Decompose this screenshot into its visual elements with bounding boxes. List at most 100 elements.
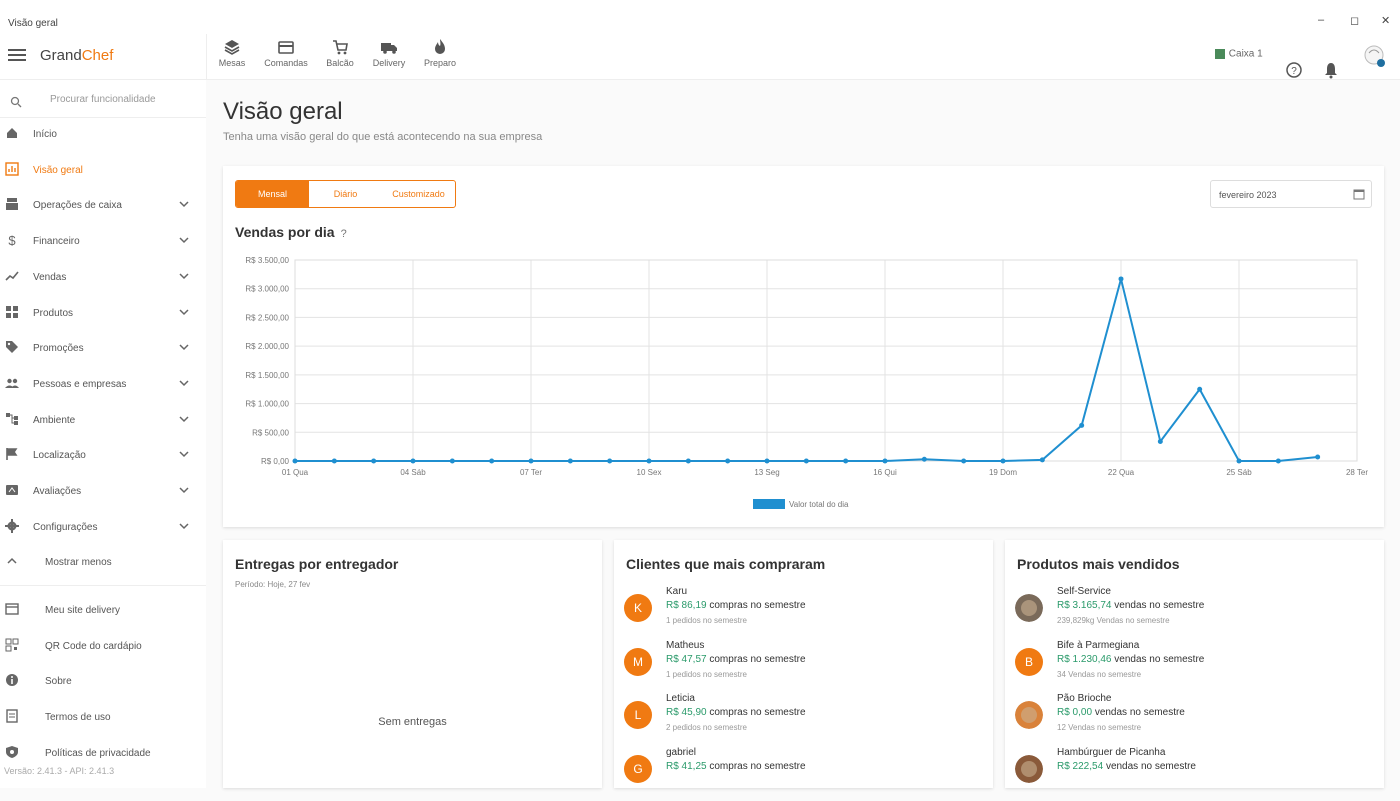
product-photo (1015, 594, 1043, 622)
calendar-icon[interactable] (1353, 188, 1365, 200)
deliveries-title: Entregas por entregador (235, 556, 399, 572)
item-value: R$ 0,00 vendas no semestre (1057, 707, 1185, 718)
list-item[interactable]: M Matheus R$ 47,57 compras no semestre 1… (624, 640, 984, 694)
item-value: R$ 41,25 compras no semestre (666, 761, 806, 772)
cart-icon (333, 40, 348, 55)
data-point (685, 458, 691, 464)
list-item[interactable]: B Bife à Parmegiana R$ 1.230,46 vendas n… (1015, 640, 1375, 694)
tab-customizado[interactable]: Customizado (392, 189, 445, 199)
tab-diario[interactable]: Diário (333, 189, 358, 199)
sidebar-item-11[interactable]: Configurações (0, 511, 206, 543)
sidebar-item-8[interactable]: Ambiente (0, 404, 206, 436)
chevron-up-icon (7, 557, 17, 564)
search-input[interactable] (50, 94, 190, 105)
data-point (764, 458, 770, 464)
nav-label: Comandas (264, 58, 308, 68)
avatar[interactable] (1362, 44, 1386, 68)
sidebar-item-label: Início (33, 129, 57, 140)
logo-grand: Grand (40, 47, 82, 64)
cashier-label: Caixa 1 (1228, 48, 1263, 60)
item-value: R$ 47,57 compras no semestre (666, 654, 806, 665)
sidebar-item-5[interactable]: Produtos (0, 297, 206, 329)
products-title: Produtos mais vendidos (1017, 556, 1180, 572)
chevron-down-icon (179, 416, 189, 422)
help-circle-icon[interactable]: ? (340, 228, 347, 240)
sidebar-item-9[interactable]: Localização (0, 439, 206, 471)
flag-icon (6, 448, 18, 461)
x-tick-label: 04 Sáb (400, 468, 426, 477)
menu-icon[interactable] (8, 46, 26, 64)
item-name: Self-Service (1057, 586, 1111, 597)
sidebar-item-7[interactable]: Pessoas e empresas (0, 368, 206, 400)
minimize-button[interactable]: – (1318, 14, 1325, 26)
fire-icon (435, 39, 445, 54)
chevron-down-icon (179, 523, 189, 529)
avatar: L (624, 701, 652, 730)
sidebar-extra-2[interactable]: Sobre (0, 665, 206, 697)
data-point (843, 458, 849, 464)
list-item[interactable]: L Leticia R$ 45,90 compras no semestre 2… (624, 693, 984, 747)
legend-swatch (753, 499, 785, 509)
data-point (1197, 386, 1203, 392)
list-item[interactable]: K Karu R$ 86,19 compras no semestre 1 pe… (624, 586, 984, 640)
sidebar-item-4[interactable]: Vendas (0, 261, 206, 293)
sidebar-extra-4[interactable]: Políticas de privacidade (0, 737, 206, 769)
sidebar-item-3[interactable]: $ Financeiro (0, 225, 206, 257)
bell-icon[interactable] (1322, 47, 1340, 93)
item-amount: R$ 0,00 (1057, 707, 1093, 719)
nav-balcao[interactable]: Balcão (316, 38, 364, 68)
deliveries-period: Período: Hoje, 27 fev (235, 580, 311, 589)
maximize-button[interactable]: ◻ (1350, 15, 1360, 27)
sidebar-item-label: Ambiente (33, 414, 76, 426)
month-value: fevereiro 2023 (1219, 190, 1277, 200)
x-tick-label: 01 Qua (282, 468, 309, 477)
item-suffix: compras no semestre (709, 707, 806, 719)
item-suffix: vendas no semestre (1105, 761, 1196, 773)
list-item[interactable]: Pão Brioche R$ 0,00 vendas no semestre 1… (1015, 693, 1375, 747)
sidebar-item-0[interactable]: Início (0, 118, 206, 150)
item-sub: 34 Vendas no semestre (1057, 669, 1142, 679)
sidebar-item-10[interactable]: Avaliações (0, 475, 206, 507)
page-title: Visão geral (223, 98, 343, 125)
top-app-bar: GrandChef Mesas Comandas Balcão Delivery… (0, 34, 1400, 80)
sidebar-item-1[interactable]: Visão geral (0, 154, 206, 186)
item-amount: R$ 1.230,46 (1057, 653, 1112, 665)
series-line (295, 278, 1318, 462)
window-titlebar: Visão geral – ◻ ✕ (0, 0, 1400, 34)
show-less-button[interactable]: Mostrar menos (0, 546, 206, 578)
help-icon[interactable]: ? (1285, 47, 1303, 93)
month-picker[interactable]: fevereiro 2023 (1210, 180, 1372, 208)
sidebar-item-label: Promoções (33, 343, 84, 355)
list-item[interactable]: Self-Service R$ 3.165,74 vendas no semes… (1015, 586, 1375, 640)
sidebar-search (0, 86, 206, 118)
chevron-down-icon (179, 344, 189, 351)
sidebar-item-2[interactable]: Operações de caixa (0, 189, 206, 221)
nav-mesas[interactable]: Mesas (208, 38, 256, 68)
grid-icon (6, 305, 18, 318)
item-sub: 1 pedidos no semestre (666, 669, 747, 679)
sidebar-extra-3[interactable]: Termos de uso (0, 701, 206, 733)
x-tick-label: 13 Seg (754, 468, 779, 477)
x-tick-label: 22 Qua (1108, 468, 1135, 477)
cashier-button[interactable]: Caixa 1 (1214, 48, 1263, 94)
tab-mensal[interactable]: Mensal (236, 181, 309, 207)
sidebar-item-6[interactable]: Promoções (0, 332, 206, 364)
data-point (489, 458, 495, 464)
item-amount: R$ 41,25 (666, 761, 707, 773)
sidebar-extra-1[interactable]: QR Code do cardápio (0, 630, 206, 662)
item-amount: R$ 47,57 (666, 653, 707, 665)
item-value: R$ 1.230,46 vendas no semestre (1057, 654, 1204, 665)
nav-label: Delivery (372, 58, 406, 68)
shield-icon (6, 745, 18, 758)
x-tick-label: 25 Sáb (1226, 468, 1252, 477)
sidebar-extra-label: Políticas de privacidade (45, 747, 151, 759)
sidebar-extra-0[interactable]: Meu site delivery (0, 594, 206, 626)
close-button[interactable]: ✕ (1381, 15, 1391, 27)
list-item[interactable]: G gabriel R$ 41,25 compras no semestre (624, 747, 984, 801)
x-tick-label: 16 Qui (873, 468, 897, 477)
nav-preparo[interactable]: Preparo (416, 38, 464, 68)
x-tick-label: 28 Ter (1346, 468, 1368, 477)
nav-delivery[interactable]: Delivery (365, 38, 413, 68)
nav-comandas[interactable]: Comandas (262, 38, 310, 68)
list-item[interactable]: Hambúrguer de Picanha R$ 222,54 vendas n… (1015, 747, 1375, 801)
